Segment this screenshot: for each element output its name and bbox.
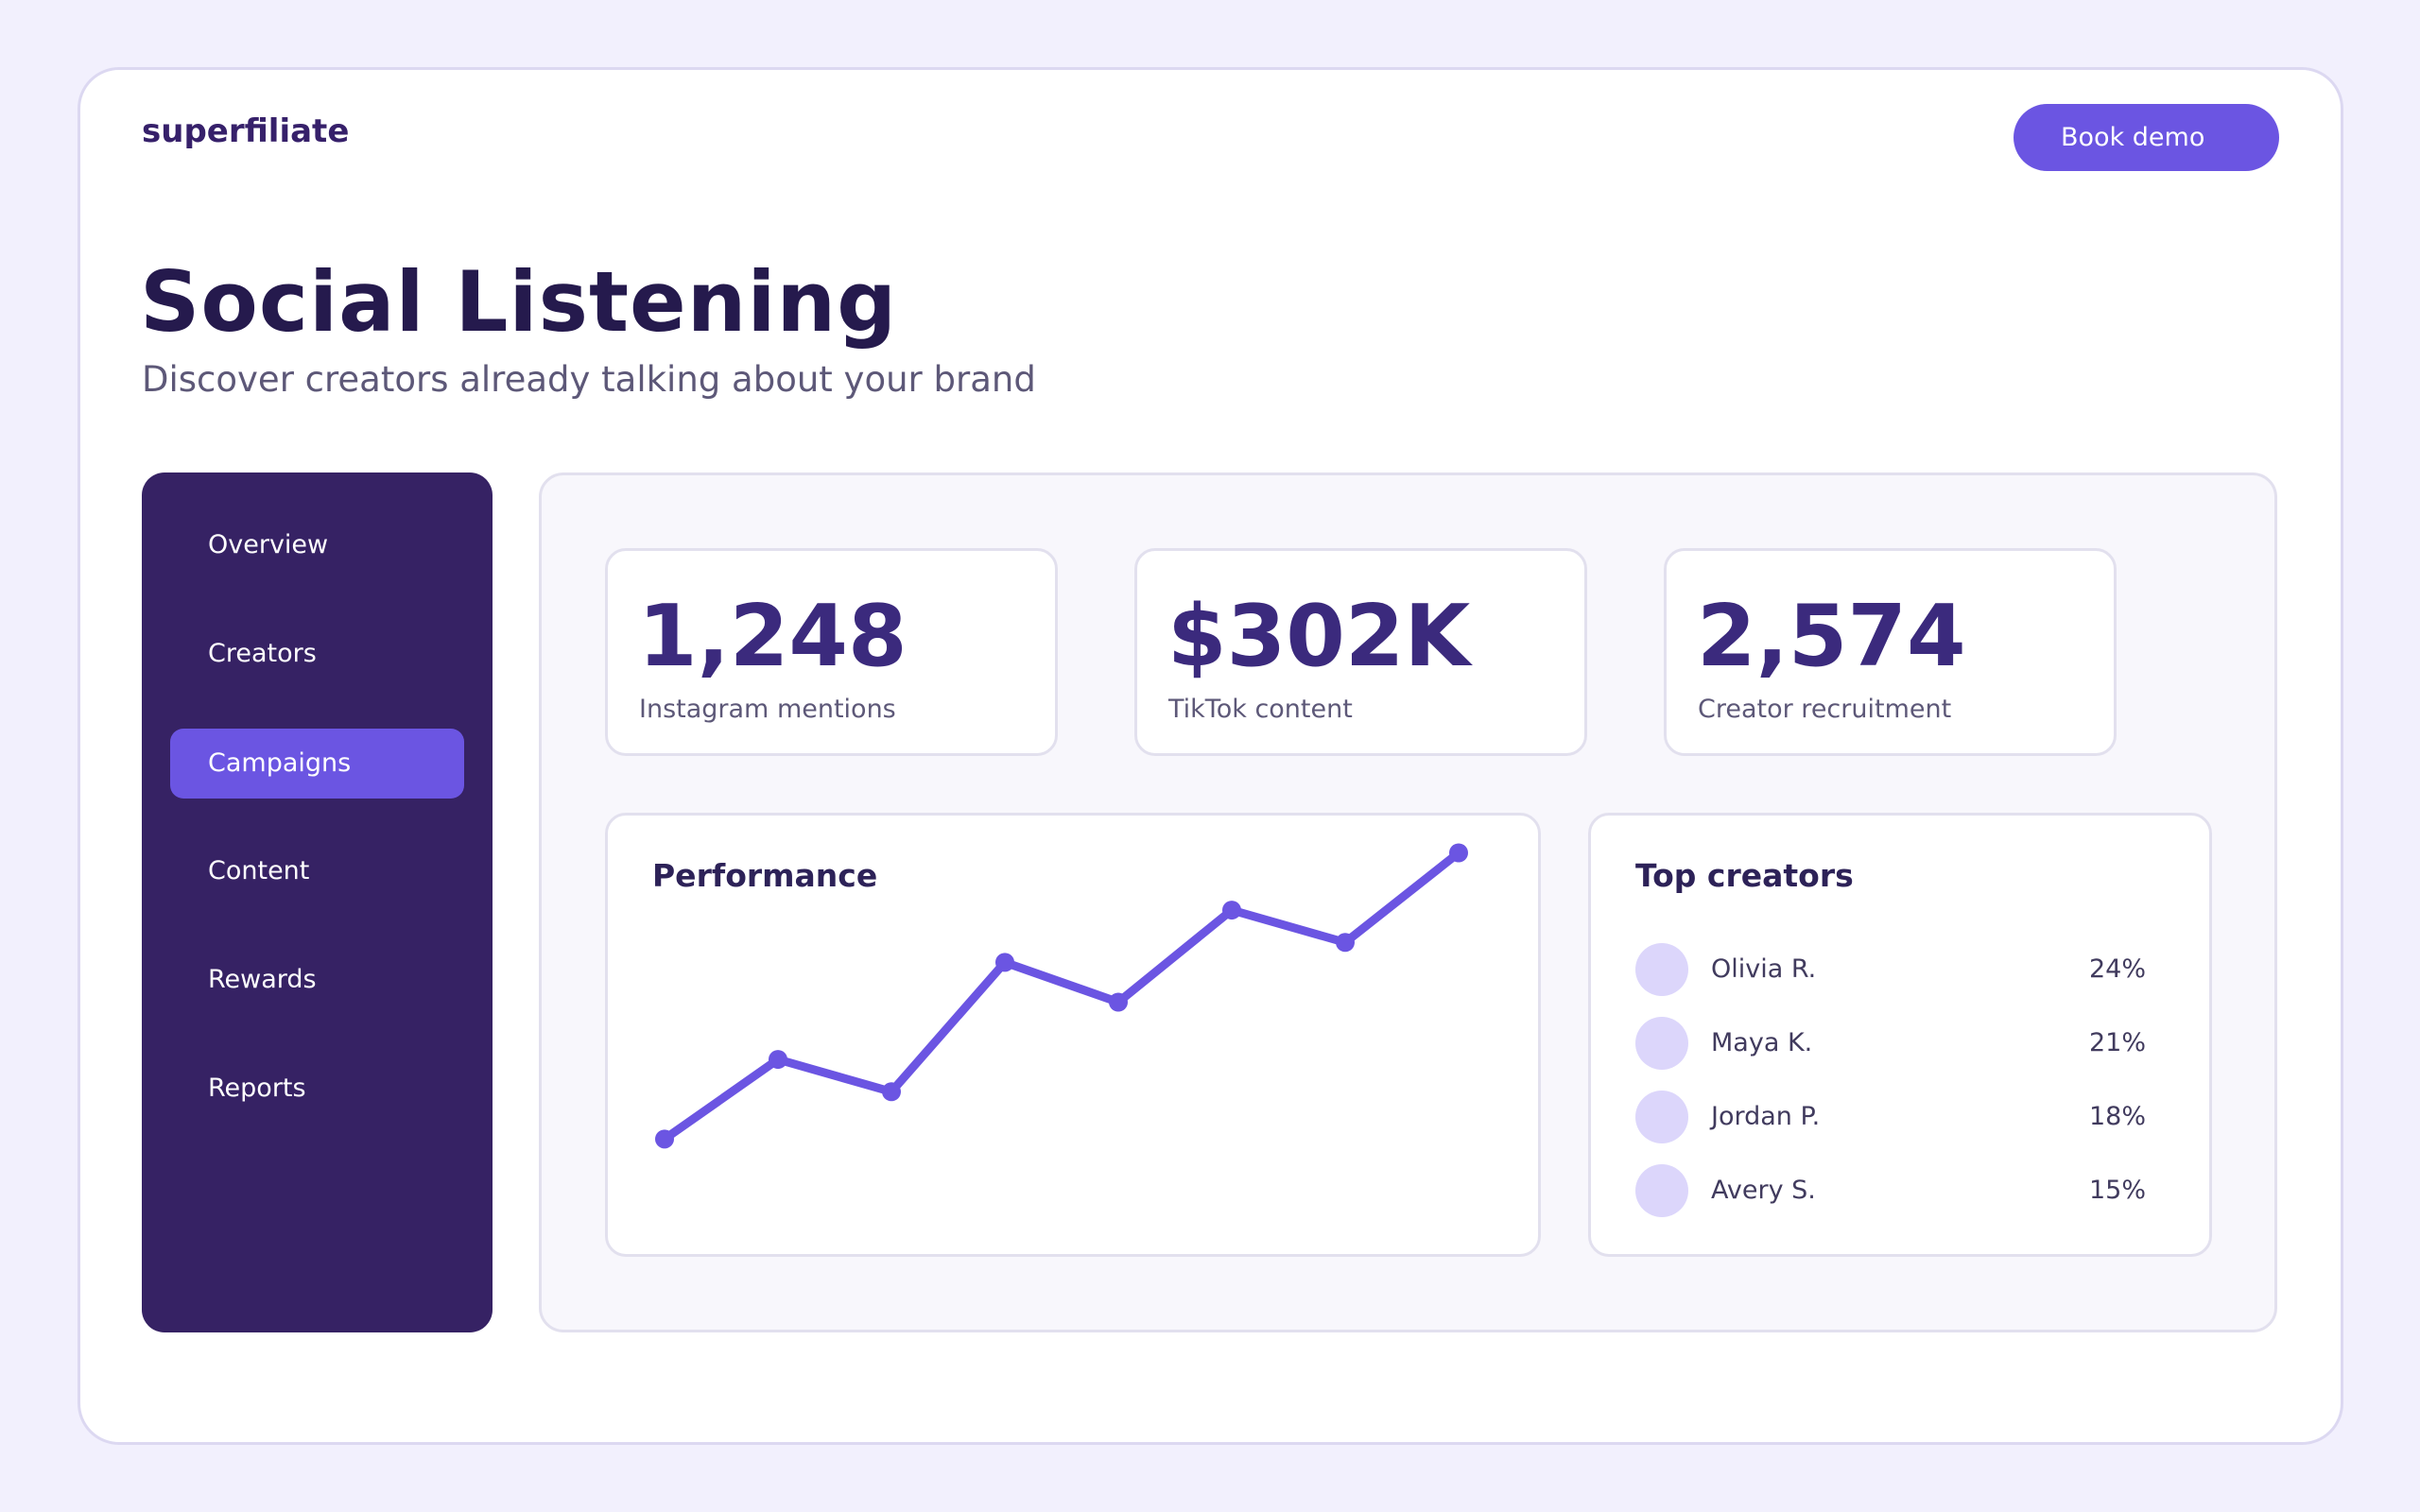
series-line — [660, 849, 1463, 1143]
sidebar-item-creators[interactable]: Creators — [208, 639, 317, 668]
data-point[interactable] — [655, 1129, 674, 1149]
stat-card-tiktok: $302K TikTok content — [1134, 548, 1587, 756]
data-point[interactable] — [1336, 933, 1355, 953]
creator-row[interactable]: Avery S. 15% — [1635, 1162, 2146, 1219]
page-title: Social Listening — [140, 253, 898, 351]
creator-name: Avery S. — [1711, 1176, 1816, 1205]
avatar — [1635, 1164, 1688, 1217]
data-point[interactable] — [1109, 992, 1128, 1012]
sidebar-item-content[interactable]: Content — [208, 856, 310, 885]
sidebar-item-rewards[interactable]: Rewards — [208, 965, 317, 994]
top-creators-title: Top creators — [1635, 857, 1854, 894]
creator-share: 15% — [2088, 1176, 2146, 1205]
creator-row[interactable]: Maya K. 21% — [1635, 1015, 2146, 1072]
performance-card: Performance — [605, 813, 1541, 1257]
stat-card-instagram: 1,248 Instagram mentions — [605, 548, 1058, 756]
performance-title: Performance — [652, 857, 878, 894]
creator-row[interactable]: Jordan P. 18% — [1635, 1089, 2146, 1145]
brand-logo[interactable]: superfiliate — [142, 112, 350, 150]
data-point[interactable] — [882, 1082, 901, 1102]
data-point[interactable] — [995, 953, 1014, 972]
page-subtitle: Discover creators already talking about … — [142, 359, 1036, 400]
creator-row[interactable]: Olivia R. 24% — [1635, 941, 2146, 998]
stat-value: 1,248 — [638, 587, 908, 686]
avatar — [1635, 1091, 1688, 1143]
sidebar-item-reports[interactable]: Reports — [208, 1074, 306, 1103]
avatar — [1635, 943, 1688, 996]
data-point[interactable] — [769, 1050, 787, 1070]
data-point[interactable] — [1449, 843, 1468, 863]
creator-share: 18% — [2088, 1102, 2146, 1131]
stat-value: $302K — [1167, 587, 1471, 686]
stat-label: Creator recruitment — [1698, 695, 1952, 724]
stat-value: 2,574 — [1697, 587, 1966, 686]
top-creators-card: Top creators Olivia R. 24% Maya K. 21% J… — [1588, 813, 2212, 1257]
avatar — [1635, 1017, 1688, 1070]
data-point[interactable] — [1222, 901, 1241, 920]
book-demo-button[interactable]: Book demo — [2014, 104, 2279, 171]
creator-name: Olivia R. — [1711, 954, 1817, 984]
stat-card-recruitment: 2,574 Creator recruitment — [1664, 548, 2117, 756]
sidebar-item-campaigns[interactable]: Campaigns — [170, 729, 464, 799]
creator-share: 24% — [2088, 954, 2146, 984]
sidebar-item-overview[interactable]: Overview — [208, 530, 329, 559]
stat-label: Instagram mentions — [639, 695, 896, 724]
creator-name: Maya K. — [1711, 1028, 1813, 1057]
performance-chart — [655, 843, 1468, 1149]
creator-share: 21% — [2088, 1028, 2146, 1057]
creator-name: Jordan P. — [1711, 1102, 1821, 1131]
stat-label: TikTok content — [1168, 695, 1353, 724]
sidebar: Overview Creators Campaigns Content Rewa… — [142, 472, 493, 1332]
